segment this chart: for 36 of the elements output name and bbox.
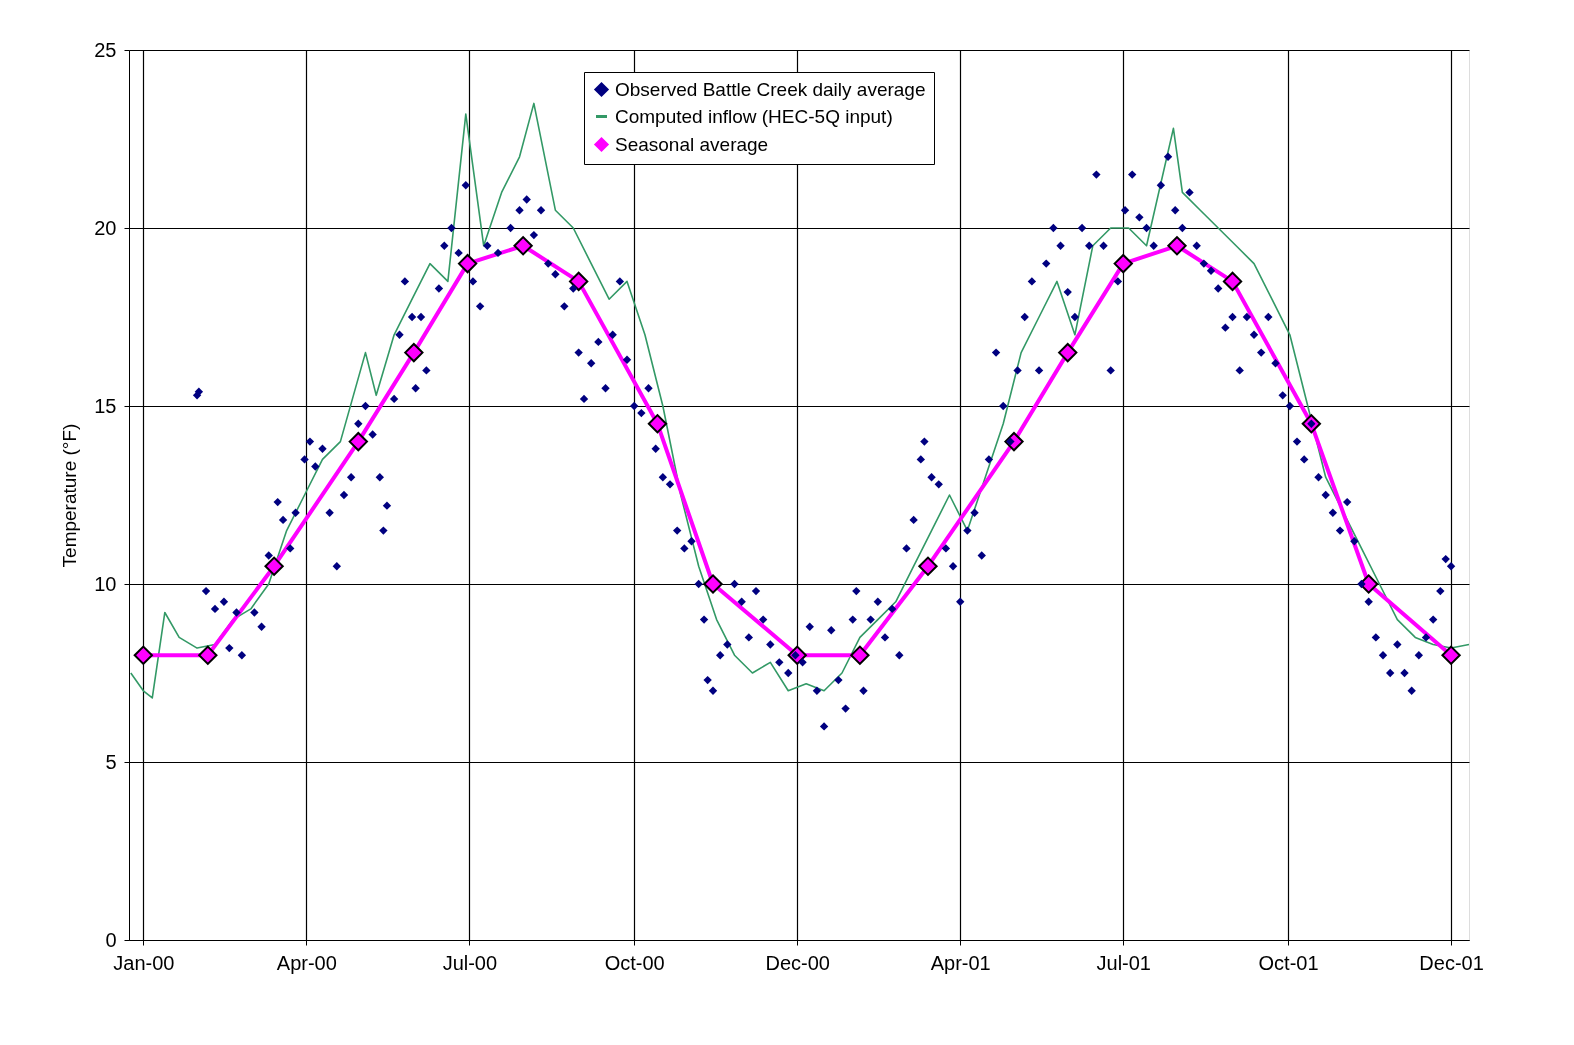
x-tick-label: Oct-00 <box>604 951 665 974</box>
point <box>198 645 218 665</box>
point <box>703 574 723 594</box>
x-tick-label: Jul-00 <box>442 951 498 974</box>
point <box>1058 342 1078 363</box>
y-tick-label: 0 <box>105 928 117 951</box>
point <box>513 236 533 256</box>
y-tick-label: 5 <box>105 750 117 773</box>
y-tick-label: 15 <box>94 394 117 417</box>
y-tick-label: 20 <box>94 216 117 239</box>
x-tick-label: Dec-01 <box>1419 951 1484 974</box>
x-tick-label: Oct-01 <box>1258 951 1319 974</box>
y-axis-title: Temperature (°F) <box>59 423 81 568</box>
x-tick-label: Apr-01 <box>930 951 991 974</box>
point <box>568 271 589 292</box>
point <box>457 253 478 274</box>
legend-label: Seasonal average <box>615 133 769 155</box>
legend-label: Observed Battle Creek daily average <box>615 78 926 100</box>
point <box>264 556 284 576</box>
y-tick-label: 25 <box>94 38 117 61</box>
point <box>647 414 668 434</box>
point <box>404 342 424 363</box>
point <box>133 645 153 665</box>
x-tick-label: Jan-00 <box>113 951 175 974</box>
point <box>348 431 368 452</box>
x-tick-label: Dec-00 <box>765 951 830 974</box>
point <box>850 645 870 665</box>
point <box>918 556 938 576</box>
legend-label: Computed inflow (HEC-5Q input) <box>615 105 893 127</box>
point <box>1222 271 1243 292</box>
x-tick-label: Jul-01 <box>1096 951 1151 974</box>
y-tick-label: 10 <box>94 572 117 595</box>
point <box>1167 236 1187 256</box>
x-tick-label: Apr-00 <box>276 951 337 974</box>
point <box>1441 645 1461 665</box>
point <box>1113 253 1133 274</box>
